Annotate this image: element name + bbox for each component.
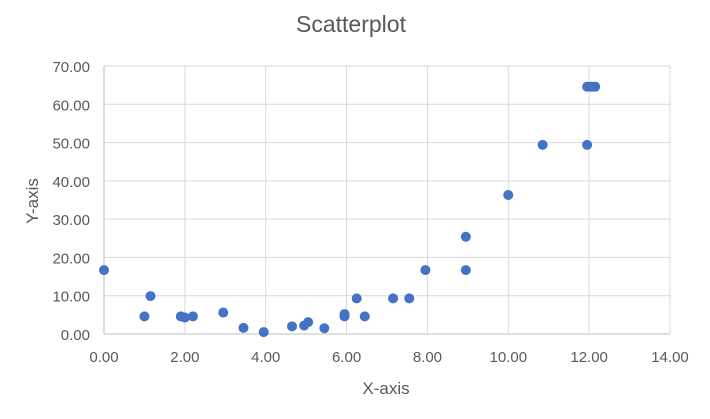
data-point — [179, 312, 190, 323]
data-point — [286, 321, 297, 332]
x-tick-label: 6.00 — [332, 349, 361, 366]
data-point — [238, 322, 249, 333]
chart-title: Scatterplot — [296, 11, 407, 37]
x-axis-title: X-axis — [362, 379, 409, 398]
y-tick-labels: 0.00 10.00 20.00 30.00 40.00 50.00 60.00 70.00 — [52, 59, 90, 344]
y-tick-label: 30.00 — [52, 212, 90, 229]
data-point — [187, 311, 198, 322]
grid-lines — [103, 65, 671, 335]
x-tick-label: 12.00 — [570, 349, 608, 366]
x-tick-label: 2.00 — [170, 349, 199, 366]
data-point — [339, 309, 350, 320]
y-tick-label: 50.00 — [52, 136, 90, 153]
data-point — [590, 81, 601, 92]
data-point — [537, 139, 548, 150]
data-point — [359, 311, 370, 322]
data-point — [218, 307, 229, 318]
data-point — [460, 231, 471, 242]
data-point — [404, 293, 415, 304]
data-point — [388, 293, 399, 304]
y-tick-label: 10.00 — [52, 289, 90, 306]
data-point — [258, 327, 269, 338]
x-tick-label: 4.00 — [251, 349, 280, 366]
data-point — [351, 293, 362, 304]
x-tick-label: 10.00 — [490, 349, 528, 366]
y-tick-label: 40.00 — [52, 174, 90, 191]
y-tick-label: 60.00 — [52, 97, 90, 114]
data-point — [460, 265, 471, 276]
data-point — [503, 190, 514, 201]
x-tick-label: 14.00 — [651, 349, 689, 366]
data-points — [99, 81, 601, 338]
y-axis-title: Y-axis — [23, 178, 42, 224]
y-tick-label: 70.00 — [52, 59, 90, 76]
data-point — [145, 291, 156, 302]
data-point — [139, 311, 150, 322]
data-point — [319, 323, 330, 334]
data-point — [582, 139, 593, 150]
x-tick-label: 8.00 — [413, 349, 442, 366]
y-tick-label: 20.00 — [52, 250, 90, 267]
data-point — [303, 317, 314, 328]
x-tick-label: 0.00 — [89, 349, 118, 366]
x-tick-labels: 0.00 2.00 4.00 6.00 8.00 10.00 12.00 14.00 — [89, 349, 688, 366]
y-tick-label: 0.00 — [61, 327, 90, 344]
data-point — [420, 265, 431, 276]
data-point — [99, 265, 109, 276]
